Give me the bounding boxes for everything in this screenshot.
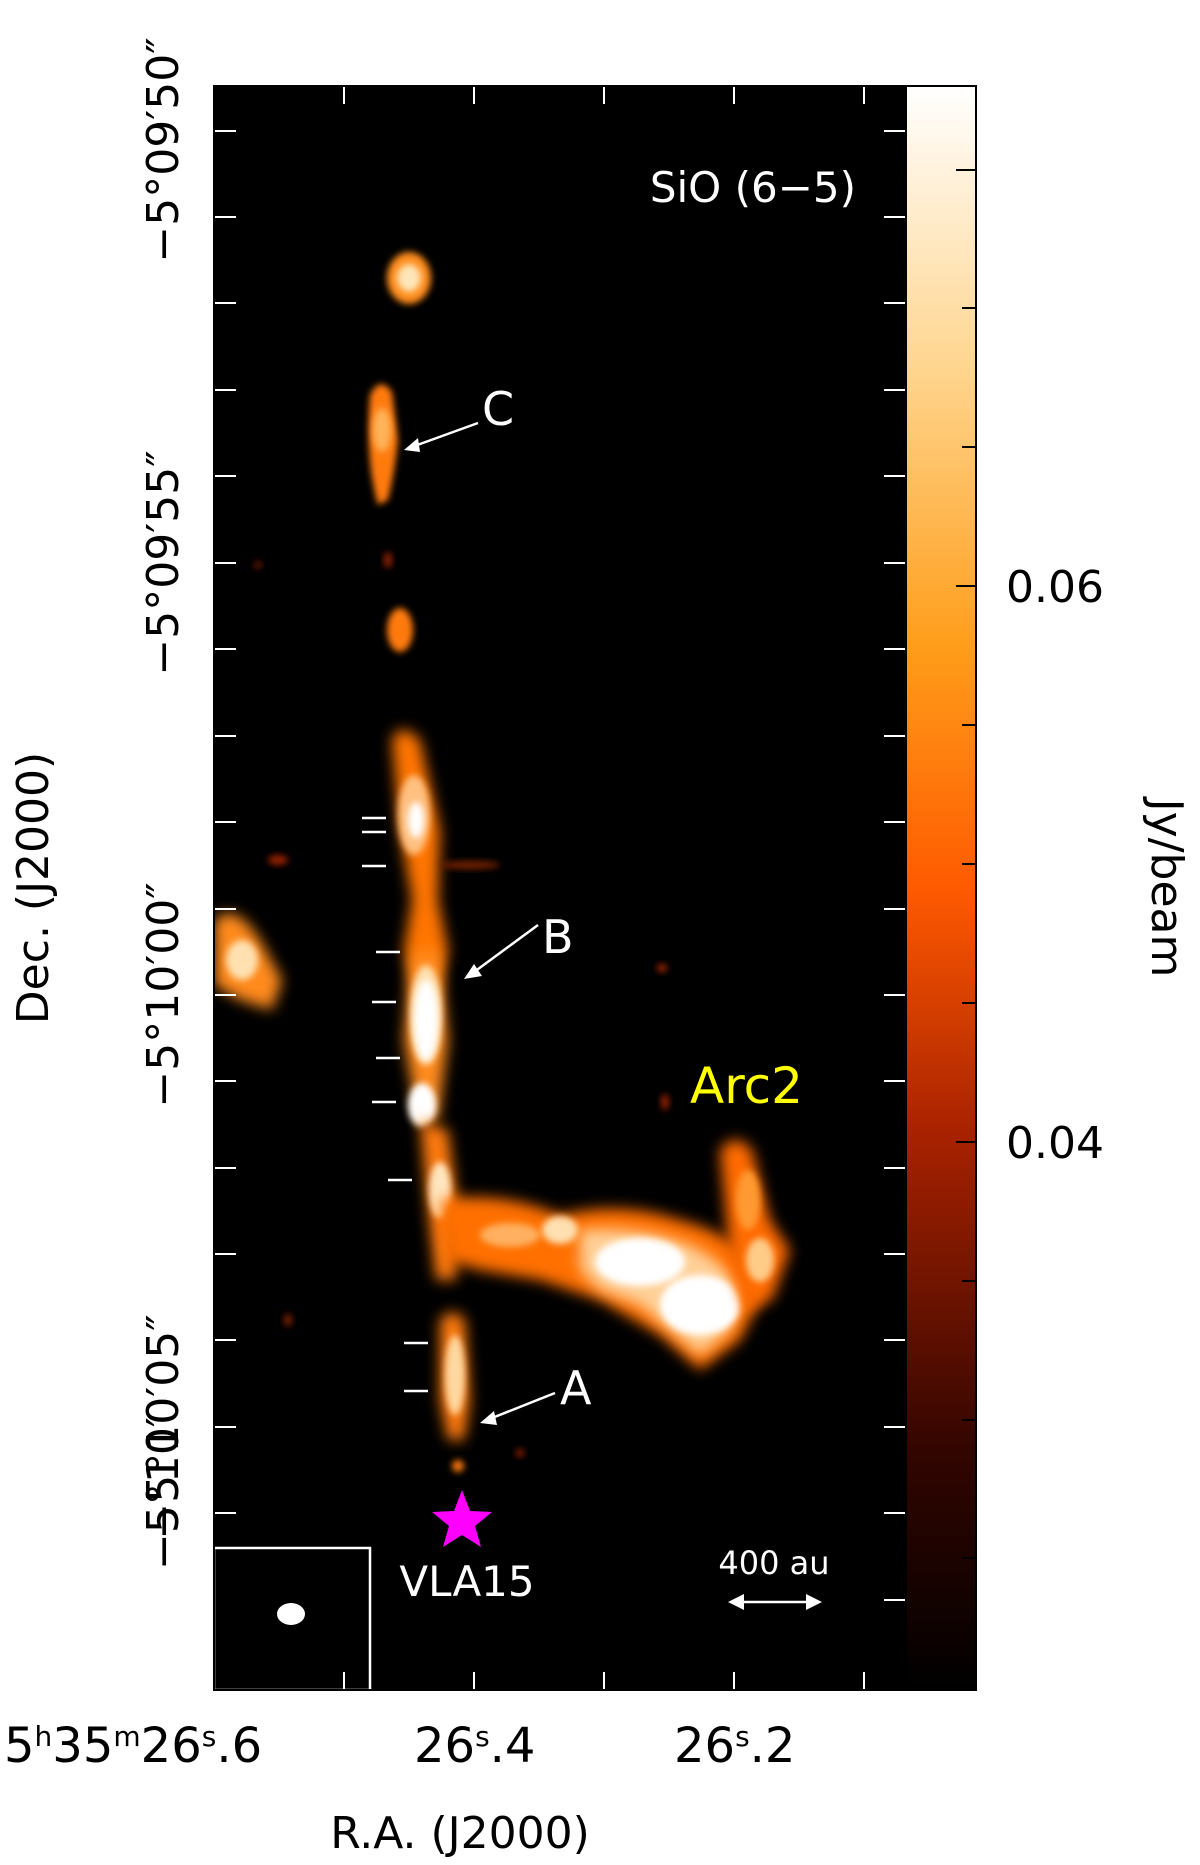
map-title: SiO (6−5) [650,163,856,212]
dec-tick-1: −5°09′55″ [138,450,189,675]
dec-tick-3: −5°10′05″ [138,1314,189,1539]
knot-a-label: A [560,1361,592,1415]
dec-tick-4: −5°10′ [138,1417,189,1570]
star-icon [432,1490,492,1547]
dec-axis: −5°09′50″ −5°09′55″ −5°10′00″ −5°10′05″ … [8,37,189,1570]
scale-bar: 400 au [718,1544,830,1610]
ra-axis: 5h35m26s.6 26s.4 26s.2 R.A. (J2000) [4,1718,795,1859]
knot-position-marks [362,816,428,1393]
arc2-label: Arc2 [690,1057,803,1115]
ra-axis-label: R.A. (J2000) [330,1808,590,1859]
map-panel [214,86,906,1690]
map-frame-ticks [214,86,906,1690]
dec-tick-0: −5°09′50″ [138,37,189,262]
ra-tick-2: 26s.2 [674,1718,795,1774]
knot-b-annotation: B [464,910,574,979]
sio-emission [214,252,790,1472]
colorbar-tick-0: 0.06 [1006,562,1104,613]
ra-tick-1: 26s.4 [414,1718,535,1774]
dec-axis-label: Dec. (J2000) [8,752,59,1024]
source-label: VLA15 [399,1557,534,1606]
colorbar-label: Jy/beam [1141,796,1192,978]
knot-b-label: B [542,910,574,964]
colorbar-tick-1: 0.04 [1006,1118,1104,1169]
knot-c-label: C [482,382,514,436]
knot-a-annotation: A [480,1361,592,1425]
colorbar: 0.06 0.04 Jy/beam [905,85,1192,1691]
scale-bar-label: 400 au [718,1544,829,1582]
beam-ellipse [277,1603,305,1625]
knot-c-annotation: C [404,382,514,452]
ra-tick-0: 5h35m26s.6 [4,1718,262,1774]
dec-tick-2: −5°10′00″ [138,882,189,1107]
